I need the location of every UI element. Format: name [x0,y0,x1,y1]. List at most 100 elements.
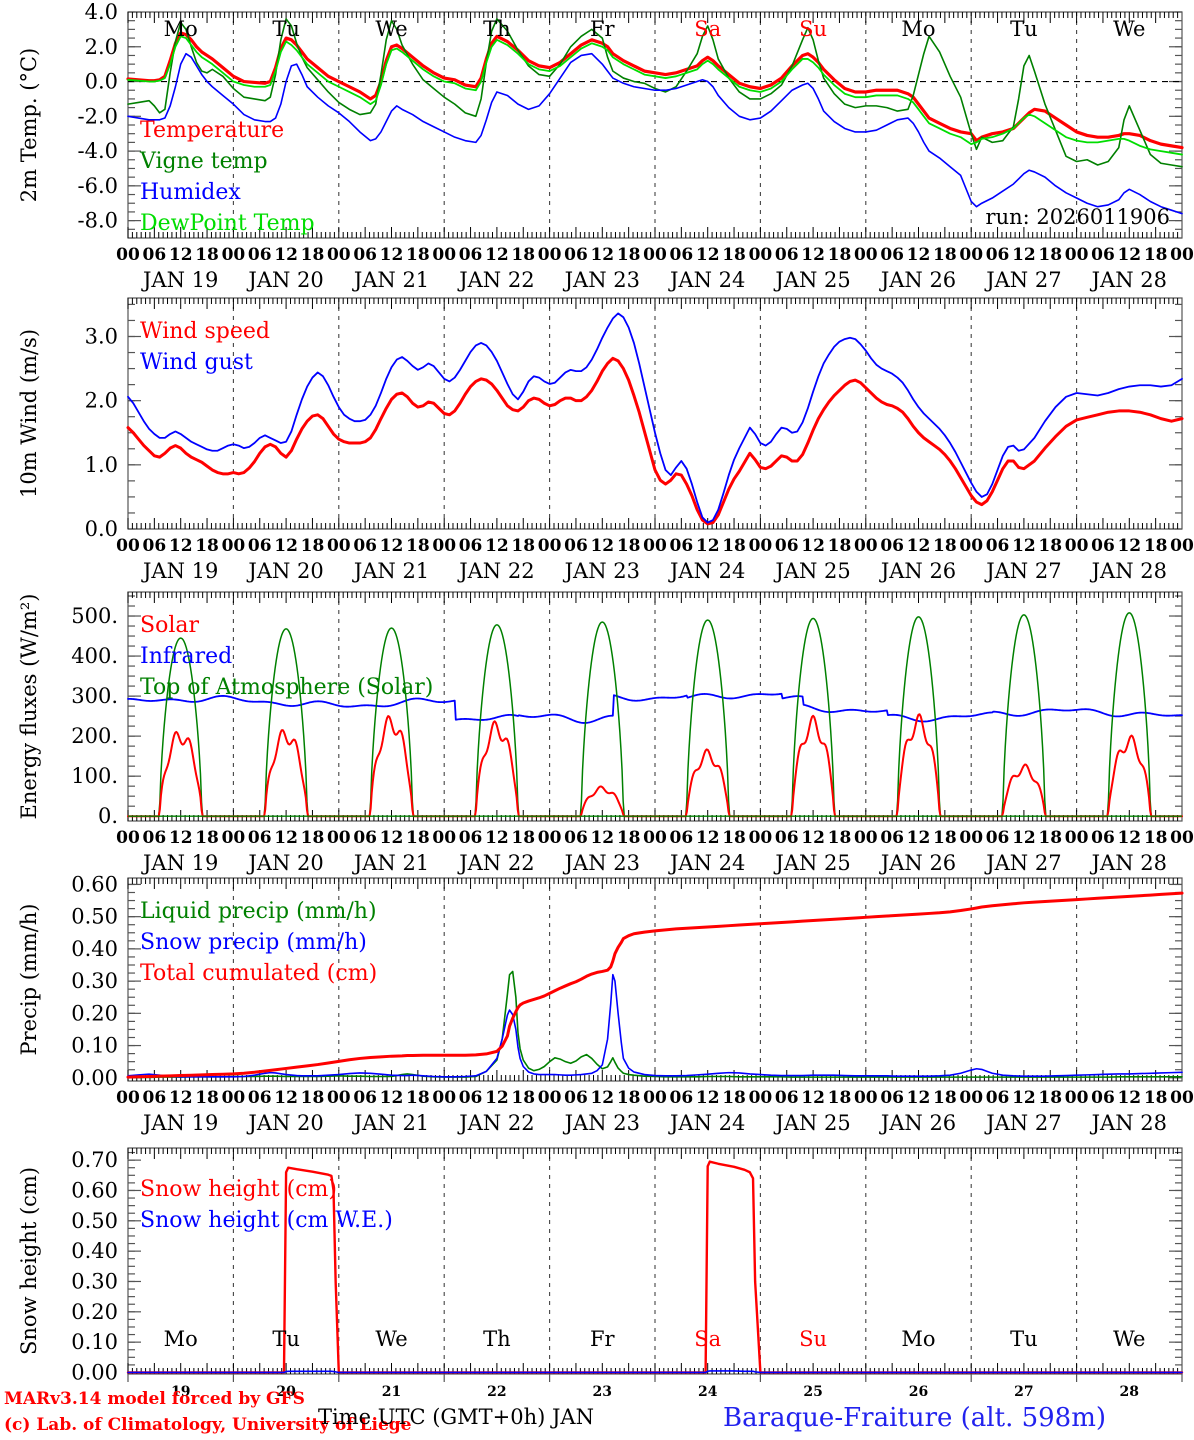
day-label-1: JAN 20 [246,1111,323,1135]
hour-tick-label: 00 [1170,828,1194,848]
y-tick-label: 0.50 [71,905,118,929]
hour-tick-label: 18 [933,536,957,556]
hour-tick-label: 06 [775,245,799,265]
y-tick-label: 0.60 [71,1178,118,1202]
hour-tick-label: 12 [274,828,298,848]
hour-tick-label: 06 [880,828,904,848]
y-tick-label: 1.0 [85,453,118,477]
y-tick-label: 0.20 [71,1300,118,1324]
hour-tick-label: 12 [169,828,193,848]
hour-tick-label: 00 [222,245,246,265]
day-label-6: JAN 25 [773,268,850,292]
legend-item-vigne-temp: Vigne temp [139,149,268,174]
day-label-8: JAN 27 [984,1111,1061,1135]
snow-weekday-label-mo-7: Mo [901,1327,935,1351]
hour-tick-label: 12 [801,1088,825,1108]
hour-tick-label: 06 [248,1088,272,1108]
hour-tick-label: 12 [485,828,509,848]
hour-tick-label: 00 [643,245,667,265]
y-tick-label: 2.0 [85,389,118,413]
hour-tick-label: 12 [1012,536,1036,556]
hour-tick-label: 06 [1091,828,1115,848]
hour-tick-label: 06 [353,828,377,848]
hour-tick-label: 06 [986,1088,1010,1108]
y-tick-label: 0.40 [71,937,118,961]
hour-tick-label: 00 [643,1088,667,1108]
series-snow-height-cm-w-e- [127,1370,1183,1374]
day-label-4: JAN 23 [563,1111,640,1135]
day-number-28: 28 [1120,1384,1139,1400]
hour-tick-label: 12 [1012,245,1036,265]
legend-item-total-cumulated-cm-: Total cumulated (cm) [140,961,377,986]
hour-tick-label: 06 [564,245,588,265]
legend-item-humidex: Humidex [140,180,241,205]
hour-tick-label: 18 [828,536,852,556]
plot-frame [127,297,1183,530]
legend-item-snow-height-cm-: Snow height (cm) [140,1177,337,1202]
weekday-label-we-9: We [1113,17,1145,41]
hour-tick-label: 12 [907,828,931,848]
weekday-label-mo-0: Mo [164,17,198,41]
hour-tick-label: 18 [722,828,746,848]
hour-tick-label: 06 [670,536,694,556]
hour-tick-label: 12 [696,245,720,265]
hour-tick-label: 12 [485,536,509,556]
hour-tick-label: 06 [1091,1088,1115,1108]
hour-tick-label: 06 [459,1088,483,1108]
hour-tick-label: 06 [353,245,377,265]
day-label-2: JAN 21 [352,851,429,875]
hour-tick-label: 00 [1065,536,1089,556]
y-tick-label: 0.60 [71,872,118,896]
day-label-2: JAN 21 [352,1111,429,1135]
hour-tick-label: 06 [670,828,694,848]
series-total-cumulated-cm- [126,891,1184,1079]
hour-tick-label: 00 [749,245,773,265]
hour-tick-label: 12 [590,828,614,848]
hour-tick-label: 18 [511,536,535,556]
hour-tick-label: 18 [828,828,852,848]
hour-tick-label: 06 [986,828,1010,848]
hour-tick-label: 00 [222,536,246,556]
day-label-3: JAN 22 [457,268,534,292]
hour-tick-label: 18 [1144,536,1168,556]
hour-tick-label: 12 [274,536,298,556]
hour-tick-label: 00 [1170,245,1194,265]
hour-tick-label: 06 [880,245,904,265]
hour-tick-label: 00 [432,1088,456,1108]
series-snow-precip-mm-h- [127,973,1183,1078]
hour-tick-label: 06 [353,536,377,556]
series-vigne-temp [127,18,1183,168]
y-tick-label: -2.0 [78,104,119,128]
day-label-5: JAN 24 [668,559,745,583]
hour-tick-label: 18 [1144,245,1168,265]
hour-tick-label: 06 [1091,245,1115,265]
day-label-3: JAN 22 [457,1111,534,1135]
hour-tick-label: 00 [116,1088,140,1108]
hour-tick-label: 18 [1038,1088,1062,1108]
hour-tick-label: 12 [801,245,825,265]
hour-tick-label: 00 [1065,828,1089,848]
hour-tick-label: 18 [828,1088,852,1108]
y-tick-label: 500. [71,604,118,628]
snow-weekday-label-tu-8: Tu [1010,1327,1038,1351]
snow-weekday-label-we-9: We [1113,1327,1145,1351]
hour-tick-label: 12 [907,245,931,265]
hour-tick-label: 06 [248,828,272,848]
weekday-label-fr-4: Fr [590,17,616,41]
hour-tick-label: 00 [538,1088,562,1108]
hour-tick-label: 00 [854,828,878,848]
hour-tick-label: 18 [195,1088,219,1108]
hour-tick-label: 06 [248,245,272,265]
hour-tick-label: 18 [301,536,325,556]
hour-tick-label: 18 [195,536,219,556]
day-label-3: JAN 22 [457,851,534,875]
weekday-label-we-2: We [375,17,407,41]
hour-tick-label: 00 [432,245,456,265]
hour-tick-label: 00 [327,536,351,556]
snow-weekday-label-su-6: Su [799,1327,827,1351]
hour-tick-label: 00 [1065,245,1089,265]
legend-item-dewpoint-temp: DewPoint Temp [140,211,315,236]
hour-tick-label: 06 [880,1088,904,1108]
hour-tick-label: 00 [854,1088,878,1108]
